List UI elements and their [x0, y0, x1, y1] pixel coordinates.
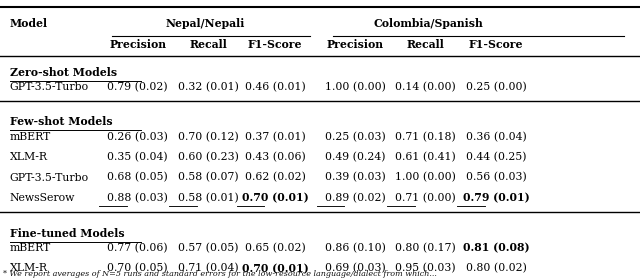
- Text: 0.71 (0.04): 0.71 (0.04): [178, 263, 238, 274]
- Text: Colombia/Spanish: Colombia/Spanish: [374, 18, 484, 29]
- Text: Zero-shot Models: Zero-shot Models: [10, 67, 116, 78]
- Text: 0.37 (0.01): 0.37 (0.01): [245, 132, 305, 142]
- Text: XLM-R: XLM-R: [10, 263, 47, 273]
- Text: 0.49 (0.24): 0.49 (0.24): [325, 152, 385, 162]
- Text: Precision: Precision: [109, 39, 166, 50]
- Text: Few-shot Models: Few-shot Models: [10, 116, 112, 127]
- Text: 0.95 (0.03): 0.95 (0.03): [396, 263, 456, 274]
- Text: 0.88 (0.03): 0.88 (0.03): [107, 193, 168, 203]
- Text: 0.25 (0.03): 0.25 (0.03): [325, 132, 385, 142]
- Text: 1.00 (0.00): 1.00 (0.00): [324, 82, 386, 92]
- Text: 0.81 (0.08): 0.81 (0.08): [463, 242, 529, 253]
- Text: 0.80 (0.02): 0.80 (0.02): [465, 263, 527, 274]
- Text: F1-Score: F1-Score: [468, 39, 524, 50]
- Text: Fine-tuned Models: Fine-tuned Models: [10, 228, 124, 239]
- Text: 0.14 (0.00): 0.14 (0.00): [396, 82, 456, 92]
- Text: 1.00 (0.00): 1.00 (0.00): [395, 172, 456, 183]
- Text: 0.61 (0.41): 0.61 (0.41): [396, 152, 456, 162]
- Text: GPT-3.5-Turbo: GPT-3.5-Turbo: [10, 82, 89, 92]
- Text: Nepal/Nepali: Nepal/Nepali: [165, 18, 244, 29]
- Text: 0.80 (0.17): 0.80 (0.17): [396, 243, 456, 253]
- Text: Precision: Precision: [326, 39, 384, 50]
- Text: 0.70 (0.12): 0.70 (0.12): [178, 132, 238, 142]
- Text: 0.70 (0.01): 0.70 (0.01): [242, 193, 308, 204]
- Text: 0.36 (0.04): 0.36 (0.04): [466, 132, 526, 142]
- Text: NewsSerow: NewsSerow: [10, 193, 75, 203]
- Text: 0.70 (0.05): 0.70 (0.05): [108, 263, 168, 274]
- Text: 0.26 (0.03): 0.26 (0.03): [107, 132, 168, 142]
- Text: 0.46 (0.01): 0.46 (0.01): [245, 82, 305, 92]
- Text: 0.68 (0.05): 0.68 (0.05): [108, 172, 168, 183]
- Text: GPT-3.5-Turbo: GPT-3.5-Turbo: [10, 172, 89, 183]
- Text: 0.39 (0.03): 0.39 (0.03): [325, 172, 385, 183]
- Text: mBERT: mBERT: [10, 132, 51, 142]
- Text: 0.65 (0.02): 0.65 (0.02): [245, 243, 305, 253]
- Text: 0.79 (0.02): 0.79 (0.02): [108, 82, 168, 92]
- Text: mBERT: mBERT: [10, 243, 51, 253]
- Text: Recall: Recall: [406, 39, 445, 50]
- Text: 0.56 (0.03): 0.56 (0.03): [466, 172, 526, 183]
- Text: 0.86 (0.10): 0.86 (0.10): [324, 243, 386, 253]
- Text: 0.58 (0.01): 0.58 (0.01): [178, 193, 238, 203]
- Text: 0.71 (0.18): 0.71 (0.18): [396, 132, 456, 142]
- Text: 0.43 (0.06): 0.43 (0.06): [245, 152, 305, 162]
- Text: 0.44 (0.25): 0.44 (0.25): [466, 152, 526, 162]
- Text: 0.25 (0.00): 0.25 (0.00): [466, 82, 526, 92]
- Text: 0.79 (0.01): 0.79 (0.01): [463, 193, 529, 204]
- Text: * We report averages of N=5 runs and standard errors for the low-resource langua: * We report averages of N=5 runs and sta…: [3, 270, 437, 278]
- Text: Model: Model: [10, 18, 48, 29]
- Text: Recall: Recall: [189, 39, 227, 50]
- Text: 0.35 (0.04): 0.35 (0.04): [108, 152, 168, 162]
- Text: 0.32 (0.01): 0.32 (0.01): [177, 82, 239, 92]
- Text: 0.89 (0.02): 0.89 (0.02): [325, 193, 385, 203]
- Text: 0.62 (0.02): 0.62 (0.02): [244, 172, 306, 183]
- Text: 0.77 (0.06): 0.77 (0.06): [108, 243, 168, 253]
- Text: 0.70 (0.01): 0.70 (0.01): [242, 263, 308, 274]
- Text: 0.58 (0.07): 0.58 (0.07): [178, 172, 238, 183]
- Text: 0.57 (0.05): 0.57 (0.05): [178, 243, 238, 253]
- Text: F1-Score: F1-Score: [248, 39, 303, 50]
- Text: 0.71 (0.00): 0.71 (0.00): [396, 193, 456, 203]
- Text: 0.60 (0.23): 0.60 (0.23): [177, 152, 239, 162]
- Text: 0.69 (0.03): 0.69 (0.03): [325, 263, 385, 274]
- Text: XLM-R: XLM-R: [10, 152, 47, 162]
